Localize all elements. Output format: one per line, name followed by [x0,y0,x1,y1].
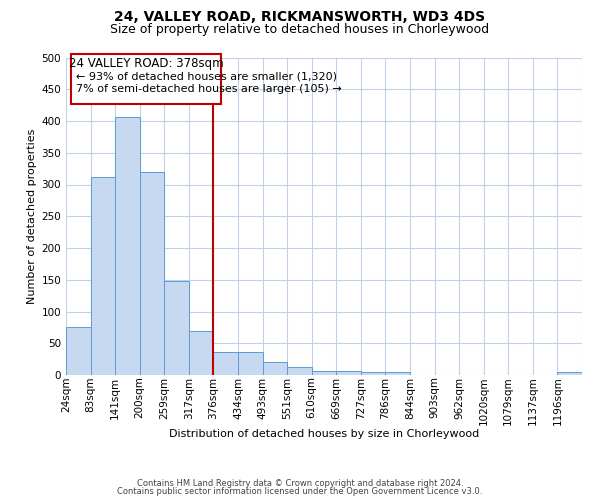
Bar [115,116,140,375]
Text: Size of property relative to detached houses in Chorleywood: Size of property relative to detached ho… [110,22,490,36]
Bar [189,330,214,375]
Text: 7% of semi-detached houses are larger (105) →: 7% of semi-detached houses are larger (1… [76,84,342,94]
Bar [238,352,263,375]
Bar [140,172,164,375]
Y-axis label: Number of detached properties: Number of detached properties [27,128,37,304]
Bar [263,362,287,375]
FancyBboxPatch shape [71,54,221,104]
Text: Contains HM Land Registry data © Crown copyright and database right 2024.: Contains HM Land Registry data © Crown c… [137,478,463,488]
Text: 24, VALLEY ROAD, RICKMANSWORTH, WD3 4DS: 24, VALLEY ROAD, RICKMANSWORTH, WD3 4DS [115,10,485,24]
Bar [312,371,336,375]
Text: ← 93% of detached houses are smaller (1,320): ← 93% of detached houses are smaller (1,… [76,72,337,82]
Text: 24 VALLEY ROAD: 378sqm: 24 VALLEY ROAD: 378sqm [68,58,223,70]
Text: Contains public sector information licensed under the Open Government Licence v3: Contains public sector information licen… [118,487,482,496]
Bar [214,352,238,375]
X-axis label: Distribution of detached houses by size in Chorleywood: Distribution of detached houses by size … [169,430,479,440]
Bar [385,372,410,375]
Bar [164,281,189,375]
Bar [361,372,385,375]
Bar [287,368,312,375]
Bar [336,371,361,375]
Bar [91,177,115,375]
Bar [66,328,91,375]
Bar [557,372,582,375]
